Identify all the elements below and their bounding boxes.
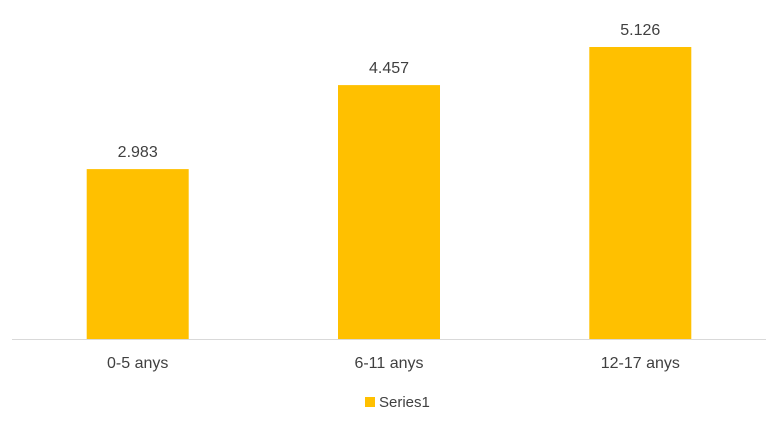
data-label-2: 4.457	[369, 60, 409, 77]
x-tick-label-3: 12-17 anys	[601, 355, 680, 372]
x-tick-label-1: 0-5 anys	[107, 355, 168, 372]
legend-swatch-series1	[365, 397, 375, 407]
data-label-1: 2.983	[118, 144, 158, 161]
bars-layer	[86, 47, 692, 339]
legend: Series1	[365, 394, 430, 411]
x-tick-labels-layer: 0-5 anys 6-11 anys 12-17 anys	[107, 355, 680, 372]
legend-label-series1: Series1	[379, 394, 430, 411]
bar-2	[338, 85, 440, 339]
bar-3	[589, 47, 692, 339]
data-label-3: 5.126	[620, 22, 660, 39]
bar-1	[86, 169, 189, 339]
x-tick-label-2: 6-11 anys	[354, 355, 423, 372]
data-labels-layer: 2.983 4.457 5.126	[118, 22, 661, 161]
